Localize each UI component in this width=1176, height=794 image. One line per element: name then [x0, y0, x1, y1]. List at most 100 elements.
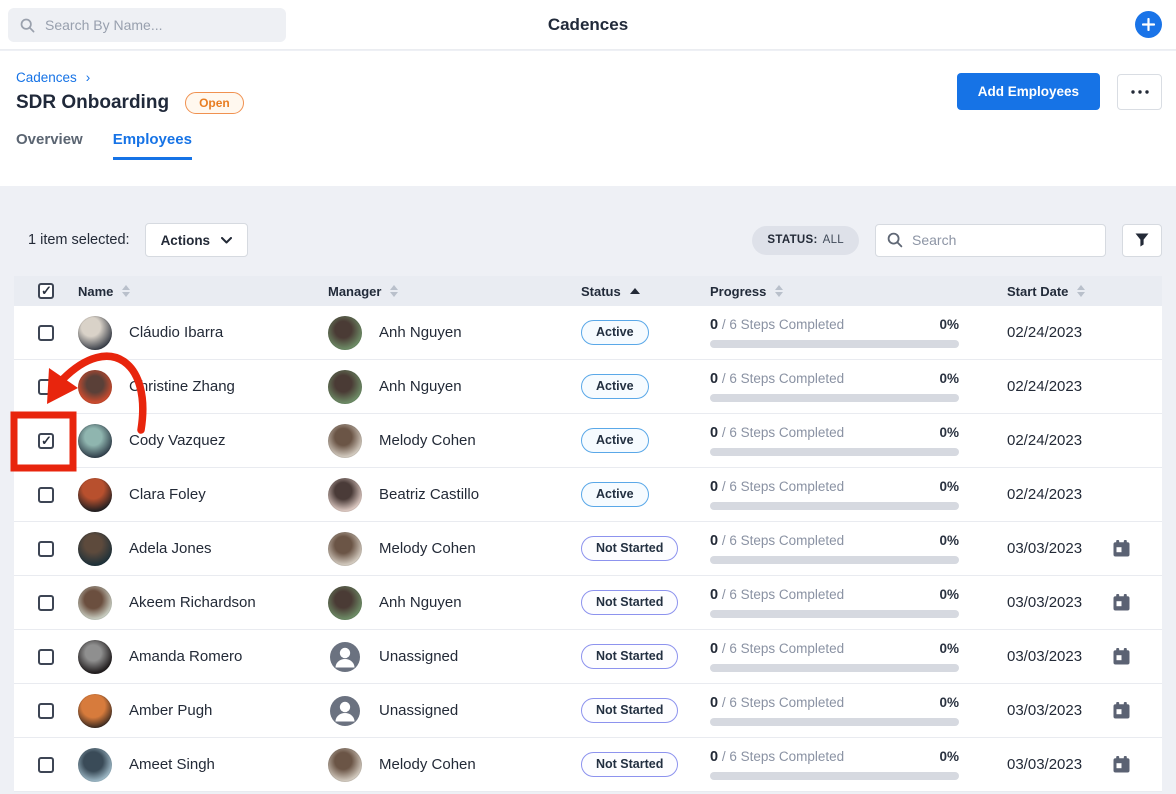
row-checkbox[interactable]: [38, 702, 54, 719]
employee-name: Adela Jones: [129, 540, 212, 557]
row-checkbox-checked[interactable]: [38, 432, 54, 449]
search-icon: [887, 232, 903, 248]
table-row: Amber Pugh Unassigned Not Started 0 / 6 …: [14, 684, 1162, 738]
avatar: [78, 747, 112, 782]
manager-name: Melody Cohen: [379, 756, 476, 773]
tab-overview[interactable]: Overview: [16, 131, 83, 148]
column-header-start-date[interactable]: Start Date: [1007, 284, 1162, 299]
employee-name: Akeem Richardson: [129, 594, 256, 611]
employees-table: Name Manager Status Progress Start Date …: [14, 276, 1162, 792]
avatar: [78, 585, 112, 620]
start-date: 03/03/2023: [1007, 702, 1083, 719]
employee-name: Amber Pugh: [129, 702, 213, 719]
global-search-input[interactable]: [45, 17, 274, 33]
page-title: SDR Onboarding: [16, 92, 170, 113]
calendar-icon[interactable]: [1112, 593, 1131, 612]
row-checkbox[interactable]: [38, 756, 54, 773]
manager-name: Unassigned: [379, 702, 459, 719]
start-date: 02/24/2023: [1007, 432, 1083, 449]
actions-dropdown-button[interactable]: Actions: [144, 223, 249, 257]
status-badge: Not Started: [581, 752, 679, 777]
calendar-icon[interactable]: [1112, 701, 1131, 720]
table-row: Adela Jones Melody Cohen Not Started 0 /…: [14, 522, 1162, 576]
calendar-icon[interactable]: [1112, 647, 1131, 666]
status-badge: Not Started: [581, 644, 679, 669]
manager-name: Anh Nguyen: [379, 378, 462, 395]
start-date: 02/24/2023: [1007, 486, 1083, 503]
calendar-icon[interactable]: [1112, 755, 1131, 774]
row-checkbox[interactable]: [38, 648, 54, 665]
row-checkbox[interactable]: [38, 540, 54, 557]
ellipsis-icon: [1130, 89, 1149, 94]
table-row: Amanda Romero Unassigned Not Started 0 /…: [14, 630, 1162, 684]
table-row: Christine Zhang Anh Nguyen Active 0 / 6 …: [14, 360, 1162, 414]
manager-name: Melody Cohen: [379, 432, 476, 449]
table-header-row: Name Manager Status Progress Start Date: [14, 276, 1162, 306]
avatar: [78, 639, 112, 674]
avatar: [78, 423, 112, 458]
calendar-icon[interactable]: [1112, 539, 1131, 558]
manager-name: Anh Nguyen: [379, 594, 462, 611]
table-row: Ameet Singh Melody Cohen Not Started 0 /…: [14, 738, 1162, 792]
selection-count-label: 1 item selected:: [28, 232, 130, 248]
progress-percent: 0%: [939, 425, 959, 440]
start-date: 02/24/2023: [1007, 378, 1083, 395]
actions-label: Actions: [160, 232, 211, 248]
filter-funnel-icon: [1134, 232, 1150, 248]
row-checkbox[interactable]: [38, 378, 54, 395]
employee-name: Clara Foley: [129, 486, 206, 503]
breadcrumb-link[interactable]: Cadences: [16, 70, 77, 85]
avatar: [78, 531, 112, 566]
table-row: Akeem Richardson Anh Nguyen Not Started …: [14, 576, 1162, 630]
table-row: Clara Foley Beatriz Castillo Active 0 / …: [14, 468, 1162, 522]
start-date: 03/03/2023: [1007, 648, 1083, 665]
manager-name: Anh Nguyen: [379, 324, 462, 341]
plus-icon: [1142, 18, 1155, 31]
column-header-status[interactable]: Status: [581, 284, 710, 299]
status-badge: Not Started: [581, 536, 679, 561]
manager-name: Unassigned: [379, 648, 459, 665]
avatar: [328, 315, 362, 350]
manager-name: Beatriz Castillo: [379, 486, 480, 503]
row-checkbox[interactable]: [38, 486, 54, 503]
avatar: [328, 747, 362, 782]
status-badge: Not Started: [581, 698, 679, 723]
status-filter-value: ALL: [822, 234, 844, 246]
column-header-manager[interactable]: Manager: [328, 284, 581, 299]
filter-button[interactable]: [1122, 223, 1162, 257]
row-checkbox[interactable]: [38, 594, 54, 611]
column-header-name[interactable]: Name: [78, 284, 328, 299]
avatar: [328, 585, 362, 620]
progress-percent: 0%: [939, 317, 959, 332]
global-search[interactable]: [8, 8, 286, 42]
avatar: [78, 477, 112, 512]
sort-icon: [122, 285, 131, 297]
sort-icon: [390, 285, 399, 297]
breadcrumb[interactable]: Cadences ›: [16, 70, 90, 85]
table-row: Cláudio Ibarra Anh Nguyen Active 0 / 6 S…: [14, 306, 1162, 360]
select-all-checkbox[interactable]: [38, 283, 54, 299]
start-date: 02/24/2023: [1007, 324, 1083, 341]
table-search[interactable]: [875, 223, 1106, 257]
progress-percent: 0%: [939, 695, 959, 710]
page-header: Cadences › SDR Onboarding Open Overview …: [0, 51, 1176, 186]
status-badge-open: Open: [185, 92, 244, 114]
sort-icon: [1077, 285, 1086, 297]
employee-name: Ameet Singh: [129, 756, 215, 773]
start-date: 03/03/2023: [1007, 756, 1083, 773]
column-header-progress[interactable]: Progress: [710, 284, 1007, 299]
status-badge: Active: [581, 482, 649, 507]
tab-employees[interactable]: Employees: [112, 131, 192, 160]
row-checkbox[interactable]: [38, 324, 54, 341]
add-button[interactable]: [1135, 11, 1162, 38]
chevron-down-icon: [221, 236, 233, 244]
tab-bar: Overview Employees: [16, 131, 192, 160]
employee-name: Cláudio Ibarra: [129, 324, 224, 341]
avatar: [328, 531, 362, 566]
progress-percent: 0%: [939, 587, 959, 602]
add-employees-button[interactable]: Add Employees: [956, 73, 1100, 110]
more-options-button[interactable]: [1117, 73, 1162, 110]
table-search-input[interactable]: [912, 232, 1094, 248]
avatar: [328, 369, 362, 404]
status-filter-chip[interactable]: STATUS: ALL: [752, 225, 859, 255]
